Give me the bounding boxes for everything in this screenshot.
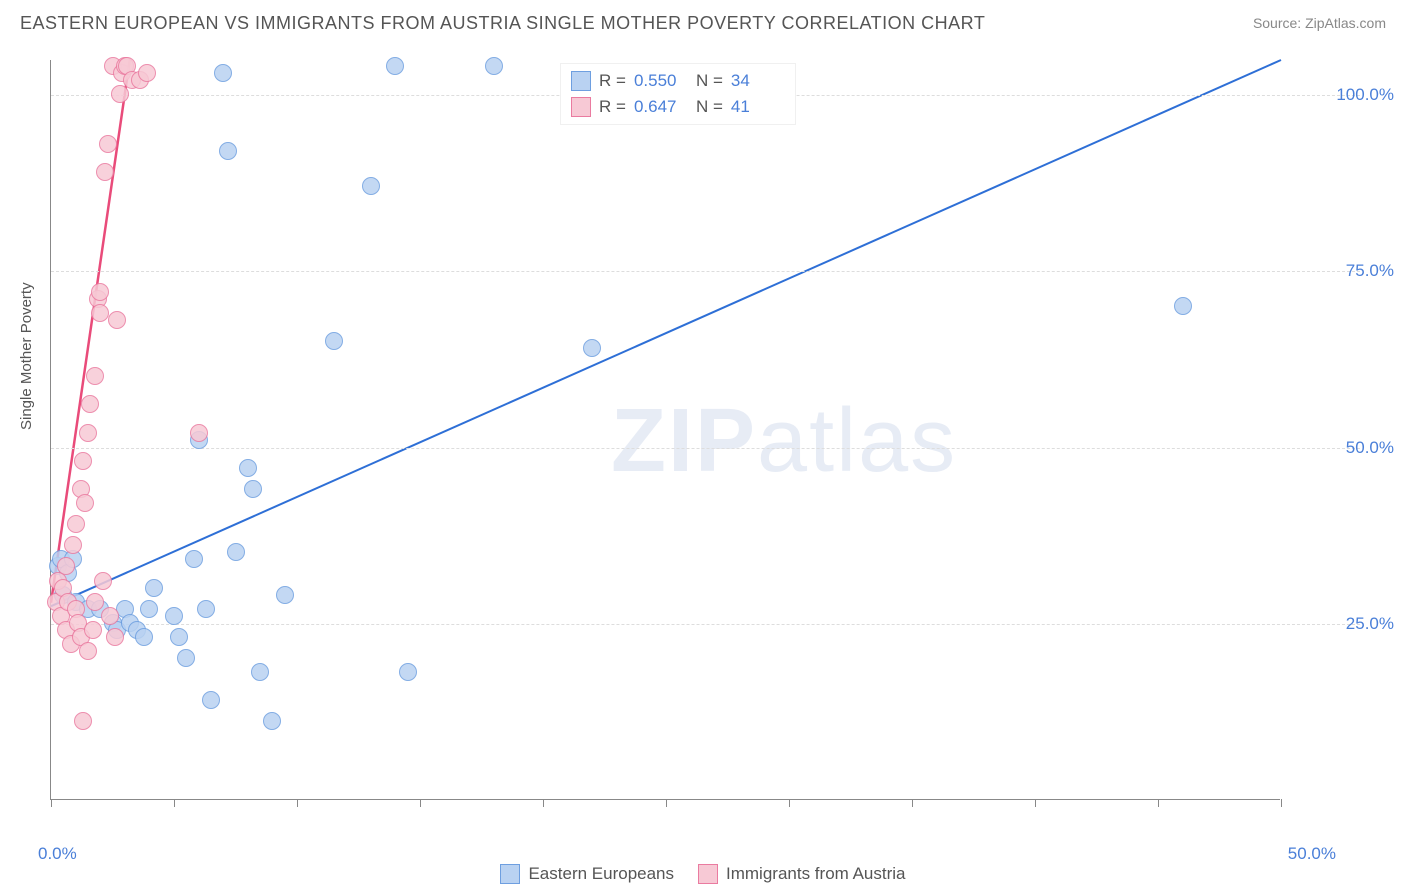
- data-point: [101, 607, 119, 625]
- data-point: [74, 712, 92, 730]
- square-icon: [571, 71, 591, 91]
- legend-label: Immigrants from Austria: [726, 864, 906, 884]
- x-tick: [51, 799, 52, 807]
- x-tick: [174, 799, 175, 807]
- y-tick-label: 50.0%: [1346, 438, 1394, 458]
- data-point: [1174, 297, 1192, 315]
- data-point: [219, 142, 237, 160]
- gridline: [51, 448, 1360, 449]
- data-point: [227, 543, 245, 561]
- data-point: [57, 557, 75, 575]
- data-point: [202, 691, 220, 709]
- data-point: [64, 536, 82, 554]
- legend-row: R = 0.550 N = 34: [571, 68, 785, 94]
- legend-r-label: R =: [599, 71, 626, 91]
- data-point: [81, 395, 99, 413]
- data-point: [74, 452, 92, 470]
- legend-r-label: R =: [599, 97, 626, 117]
- gridline: [51, 271, 1360, 272]
- gridline: [51, 624, 1360, 625]
- scatter-plot: ZIPatlas: [50, 60, 1280, 800]
- data-point: [239, 459, 257, 477]
- data-point: [86, 367, 104, 385]
- square-icon: [500, 864, 520, 884]
- data-point: [108, 311, 126, 329]
- data-point: [86, 593, 104, 611]
- chart-title: EASTERN EUROPEAN VS IMMIGRANTS FROM AUST…: [20, 13, 985, 34]
- legend-item-eastern: Eastern Europeans: [500, 864, 674, 884]
- data-point: [325, 332, 343, 350]
- legend-n-value: 34: [731, 71, 785, 91]
- data-point: [106, 628, 124, 646]
- trend-line: [51, 60, 130, 603]
- watermark: ZIPatlas: [611, 390, 957, 493]
- x-tick: [1281, 799, 1282, 807]
- data-point: [197, 600, 215, 618]
- data-point: [362, 177, 380, 195]
- data-point: [145, 579, 163, 597]
- legend-row: R = 0.647 N = 41: [571, 94, 785, 120]
- data-point: [84, 621, 102, 639]
- y-tick-label: 25.0%: [1346, 614, 1394, 634]
- data-point: [263, 712, 281, 730]
- title-bar: EASTERN EUROPEAN VS IMMIGRANTS FROM AUST…: [0, 0, 1406, 46]
- data-point: [485, 57, 503, 75]
- data-point: [251, 663, 269, 681]
- legend-n-label: N =: [696, 97, 723, 117]
- trend-line: [51, 60, 1281, 606]
- data-point: [96, 163, 114, 181]
- data-point: [386, 57, 404, 75]
- square-icon: [571, 97, 591, 117]
- data-point: [214, 64, 232, 82]
- data-point: [99, 135, 117, 153]
- x-tick: [420, 799, 421, 807]
- x-tick-label-min: 0.0%: [38, 844, 77, 864]
- legend-r-value: 0.550: [634, 71, 688, 91]
- data-point: [177, 649, 195, 667]
- legend-item-austria: Immigrants from Austria: [698, 864, 906, 884]
- correlation-legend: R = 0.550 N = 34 R = 0.647 N = 41: [560, 63, 796, 125]
- y-tick-label: 75.0%: [1346, 261, 1394, 281]
- x-tick-label-max: 50.0%: [1288, 844, 1336, 864]
- data-point: [276, 586, 294, 604]
- data-point: [76, 494, 94, 512]
- x-tick: [297, 799, 298, 807]
- data-point: [79, 424, 97, 442]
- data-point: [399, 663, 417, 681]
- data-point: [79, 642, 97, 660]
- data-point: [185, 550, 203, 568]
- data-point: [94, 572, 112, 590]
- legend-n-value: 41: [731, 97, 785, 117]
- source-label: Source: ZipAtlas.com: [1253, 15, 1386, 31]
- data-point: [67, 515, 85, 533]
- square-icon: [698, 864, 718, 884]
- data-point: [190, 424, 208, 442]
- data-point: [91, 304, 109, 322]
- data-point: [583, 339, 601, 357]
- data-point: [91, 283, 109, 301]
- legend-r-value: 0.647: [634, 97, 688, 117]
- x-tick: [1035, 799, 1036, 807]
- data-point: [111, 85, 129, 103]
- data-point: [165, 607, 183, 625]
- data-point: [244, 480, 262, 498]
- x-tick: [912, 799, 913, 807]
- y-axis-label: Single Mother Poverty: [18, 282, 35, 430]
- legend-n-label: N =: [696, 71, 723, 91]
- series-legend: Eastern Europeans Immigrants from Austri…: [0, 864, 1406, 884]
- x-tick: [1158, 799, 1159, 807]
- x-tick: [789, 799, 790, 807]
- data-point: [140, 600, 158, 618]
- trend-lines: [51, 60, 1281, 800]
- data-point: [135, 628, 153, 646]
- legend-label: Eastern Europeans: [528, 864, 674, 884]
- x-tick: [666, 799, 667, 807]
- watermark-atlas: atlas: [757, 391, 957, 491]
- watermark-zip: ZIP: [611, 391, 757, 491]
- data-point: [170, 628, 188, 646]
- y-tick-label: 100.0%: [1336, 85, 1394, 105]
- data-point: [138, 64, 156, 82]
- x-tick: [543, 799, 544, 807]
